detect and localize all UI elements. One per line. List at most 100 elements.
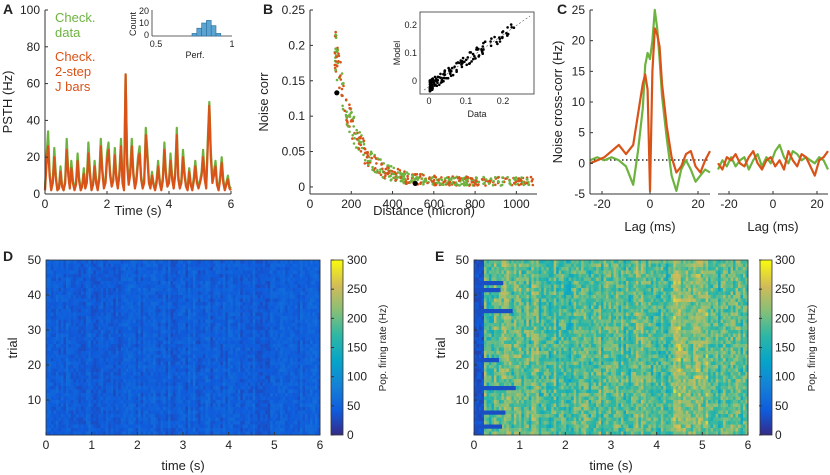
d-cell bbox=[240, 379, 244, 383]
d-cell bbox=[282, 379, 286, 383]
d-cell bbox=[123, 358, 127, 362]
corr-point bbox=[371, 168, 374, 172]
d-cell bbox=[230, 337, 234, 341]
d-cell bbox=[192, 270, 196, 275]
d-cell bbox=[202, 302, 206, 306]
d-cell bbox=[292, 379, 296, 383]
d-cell bbox=[267, 302, 271, 306]
d-cell bbox=[310, 288, 313, 292]
d-cell bbox=[205, 316, 209, 320]
inset-point bbox=[481, 45, 485, 48]
d-cell bbox=[305, 382, 308, 387]
d-cell bbox=[118, 323, 122, 327]
d-cell bbox=[300, 375, 303, 380]
d-cell bbox=[255, 284, 259, 289]
d-cell bbox=[73, 305, 77, 310]
d-cell bbox=[135, 368, 139, 373]
corr-point bbox=[406, 174, 409, 178]
d-cell bbox=[210, 309, 214, 313]
d-cell bbox=[168, 309, 171, 313]
d-cell bbox=[115, 389, 119, 394]
d-cell bbox=[60, 281, 64, 285]
d-cell bbox=[257, 284, 261, 289]
d-cell bbox=[145, 347, 149, 352]
d-cell bbox=[55, 382, 59, 387]
d-cell bbox=[158, 267, 161, 271]
d-cell bbox=[115, 386, 119, 390]
d-cell bbox=[247, 277, 251, 282]
d-cell bbox=[63, 393, 67, 397]
d-cell bbox=[165, 375, 169, 380]
d-cell bbox=[242, 316, 246, 320]
d-cell bbox=[272, 365, 276, 369]
d-cell bbox=[145, 291, 149, 296]
d-cell bbox=[135, 365, 139, 369]
d-cell bbox=[270, 277, 274, 282]
d-cell bbox=[90, 372, 94, 376]
d-cell bbox=[113, 267, 117, 271]
d-cell bbox=[247, 330, 251, 334]
corr-point bbox=[369, 150, 373, 154]
d-cell bbox=[290, 340, 293, 345]
d-cell bbox=[295, 281, 298, 285]
d-cell bbox=[305, 319, 308, 324]
corr-point bbox=[338, 75, 342, 79]
d-cell bbox=[138, 305, 142, 310]
d-cell bbox=[155, 326, 159, 331]
d-cell bbox=[212, 263, 216, 268]
d-cell bbox=[148, 337, 152, 341]
d-cell bbox=[133, 354, 137, 359]
d-cell bbox=[175, 291, 179, 296]
d-cell bbox=[297, 267, 301, 271]
d-cell bbox=[183, 347, 186, 352]
d-cell bbox=[145, 372, 149, 376]
d-cell bbox=[247, 389, 251, 394]
d-cell bbox=[207, 260, 211, 264]
d-cell bbox=[237, 323, 241, 327]
d-cell bbox=[305, 288, 308, 292]
d-cell bbox=[150, 326, 154, 331]
d-cell bbox=[150, 389, 154, 394]
d-cell bbox=[262, 267, 266, 271]
d-cell bbox=[53, 344, 57, 348]
d-cell bbox=[50, 312, 54, 317]
d-cell bbox=[302, 323, 306, 327]
d-cell bbox=[272, 333, 276, 338]
d-cell bbox=[95, 316, 99, 320]
d-cell bbox=[125, 347, 129, 352]
d-cell bbox=[78, 263, 82, 268]
d-cell bbox=[227, 309, 231, 313]
corr-point bbox=[519, 182, 523, 186]
d-cell bbox=[170, 372, 174, 376]
d-cell bbox=[197, 298, 201, 303]
d-cell bbox=[130, 312, 134, 317]
d-cell bbox=[120, 361, 124, 366]
inset-point bbox=[459, 59, 463, 62]
d-cell bbox=[297, 347, 301, 352]
d-cell bbox=[90, 319, 94, 324]
d-cell bbox=[105, 309, 109, 313]
d-cell bbox=[270, 263, 274, 268]
d-cell bbox=[295, 288, 298, 292]
d-cell bbox=[312, 316, 316, 320]
d-cell bbox=[148, 386, 152, 390]
d-cell bbox=[140, 372, 144, 376]
d-cell bbox=[260, 333, 264, 338]
d-cell bbox=[50, 372, 54, 376]
d-cell bbox=[128, 389, 132, 394]
d-cell bbox=[95, 302, 99, 306]
d-cell bbox=[118, 319, 122, 324]
d-cell bbox=[305, 379, 308, 383]
d-cell bbox=[148, 393, 152, 397]
d-cell bbox=[60, 326, 64, 331]
d-cell bbox=[190, 382, 194, 387]
d-cell bbox=[232, 295, 236, 299]
d-cell bbox=[68, 319, 72, 324]
d-cell bbox=[192, 295, 196, 299]
d-cell bbox=[98, 361, 102, 366]
d-cell bbox=[255, 267, 259, 271]
d-cell bbox=[133, 295, 137, 299]
d-cell bbox=[202, 337, 206, 341]
d-cell bbox=[202, 351, 206, 355]
